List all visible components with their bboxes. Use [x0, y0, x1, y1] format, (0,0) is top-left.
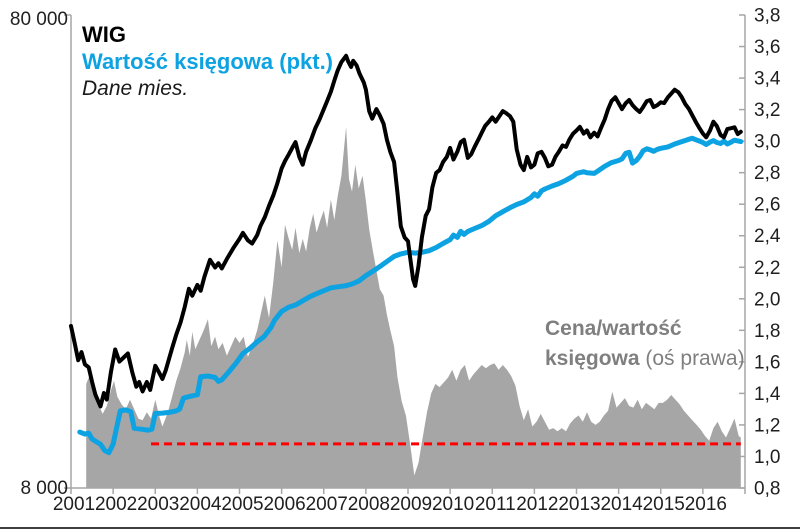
x-axis-year-label: 2012 [516, 494, 558, 515]
book-value-line-series [77, 135, 744, 456]
x-axis-year-label: 2002 [95, 494, 137, 515]
x-axis-year-label: 2008 [348, 494, 390, 515]
x-axis-year-label: 2011 [475, 494, 516, 515]
right-axis-tick-label: 3,2 [754, 100, 780, 121]
right-axis-tick-label: 0,8 [754, 479, 780, 500]
pbv-area-label-line1: Cena/wartość [545, 317, 682, 340]
x-axis-year-label: 2010 [432, 494, 474, 515]
left-axis-min-label: 8 000 [20, 478, 68, 499]
right-axis-tick-label: 2,4 [754, 226, 781, 247]
x-axis-year-label: 2004 [179, 494, 222, 515]
x-axis-year-label: 2014 [600, 494, 643, 515]
legend: WIG Wartość księgowa (pkt.) Dane mies. [82, 21, 333, 102]
pbv-area-label-line2-bold: księgowa [545, 347, 640, 370]
right-axis-tick-label: 1,2 [754, 415, 780, 436]
right-axis-tick-label: 3,0 [754, 132, 780, 153]
x-axis-year-label: 2015 [643, 494, 685, 515]
x-axis-year-label: 2009 [390, 494, 432, 515]
x-axis-year-label: 2016 [685, 494, 727, 515]
legend-data-note: Dane mies. [82, 77, 189, 100]
right-axis-tick-label: 1,8 [754, 321, 780, 342]
right-axis-tick-label: 2,2 [754, 258, 780, 279]
right-axis-tick-label: 2,6 [754, 195, 780, 216]
right-axis-tick-label: 1,0 [754, 447, 780, 468]
x-axis-year-label: 2003 [137, 494, 179, 515]
right-axis-tick-label: 1,6 [754, 352, 780, 373]
figure-bottom-border [0, 527, 800, 529]
right-axis-tick-label: 3,4 [754, 69, 781, 90]
pbv-area-label: Cena/wartość księgowa (oś prawa) [545, 314, 745, 374]
pbv-area-series [86, 126, 741, 489]
x-axis-year-label: 2013 [558, 494, 600, 515]
wig-line-series [69, 53, 743, 409]
right-axis-tick-label: 3,6 [754, 37, 780, 58]
legend-book-value-label: Wartość księgowa (pkt.) [82, 49, 334, 74]
left-axis-max-label: 80 000 [9, 9, 68, 30]
right-axis-tick-label: 1,4 [754, 384, 781, 405]
x-axis-year-label: 2005 [221, 494, 263, 515]
pbv-area-label-line2-regular: (oś prawa) [639, 347, 745, 370]
right-axis-tick-label: 2,8 [754, 163, 780, 184]
right-axis-tick-label: 3,8 [754, 6, 780, 27]
x-axis-year-label: 2007 [306, 494, 348, 515]
right-axis-tick-label: 2,0 [754, 289, 780, 310]
legend-wig-label: WIG [82, 22, 126, 47]
x-axis-year-label: 2006 [263, 494, 305, 515]
x-axis-year-label: 2001 [53, 494, 95, 515]
